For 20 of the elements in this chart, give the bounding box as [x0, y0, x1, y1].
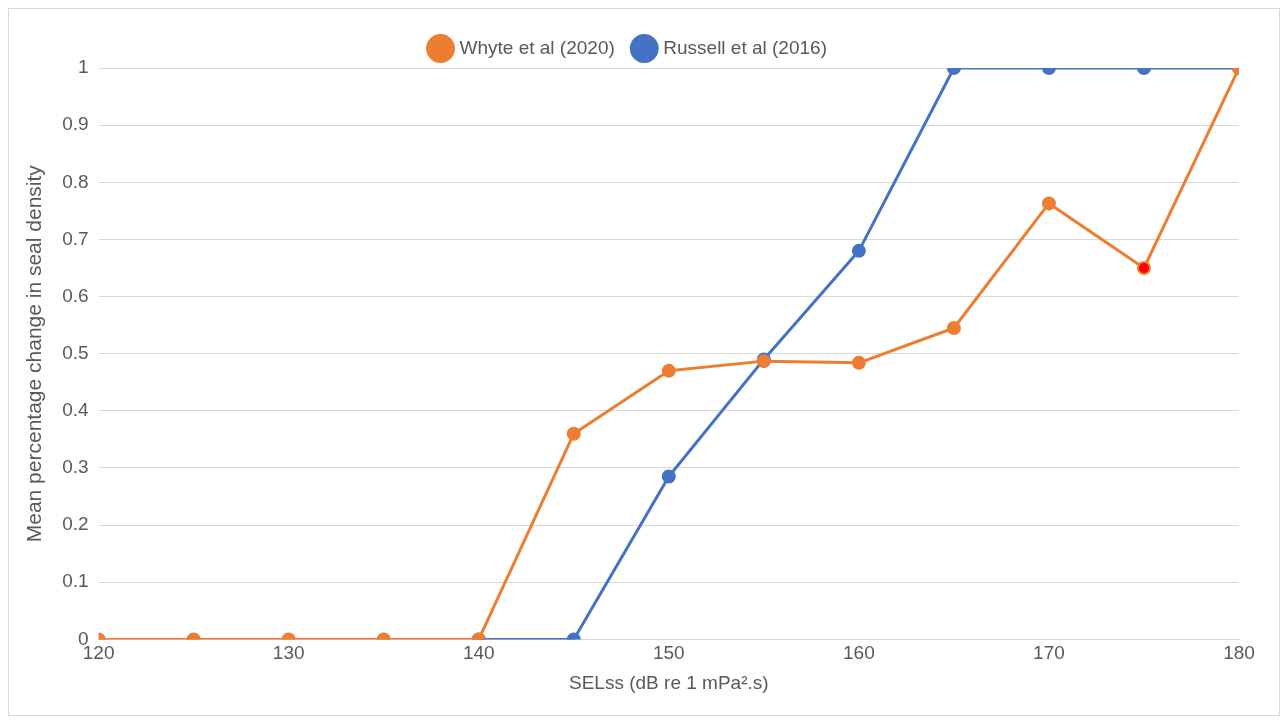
legend-label: Russell et al (2016)	[663, 36, 827, 58]
x-tick-label: 160	[843, 642, 875, 664]
y-tick-label: 0.9	[62, 113, 89, 135]
x-axis-title: SELss (dB re 1 mPa².s)	[569, 671, 769, 693]
y-tick-label: 0.1	[62, 570, 89, 592]
x-tick-label: 170	[1033, 642, 1065, 664]
y-tick-label: 0.8	[62, 170, 89, 192]
y-tick-label: 0.3	[62, 456, 89, 478]
y-tick-label: 0.4	[62, 399, 90, 421]
legend-label: Whyte et al (2020)	[459, 36, 615, 58]
x-tick-label: 150	[652, 642, 685, 664]
y-tick-label: 0.5	[62, 341, 89, 363]
y-tick-label: 1	[78, 56, 89, 78]
y-axis-title: Mean percentage change in seal density	[22, 164, 46, 543]
x-tick-label: 140	[462, 642, 495, 664]
x-tick-label: 180	[1223, 642, 1255, 664]
y-tick-label: 0.2	[62, 513, 89, 535]
y-tick-label: 0.6	[62, 284, 89, 306]
x-tick-label: 130	[272, 642, 305, 664]
y-tick-label: 0.7	[62, 227, 89, 249]
